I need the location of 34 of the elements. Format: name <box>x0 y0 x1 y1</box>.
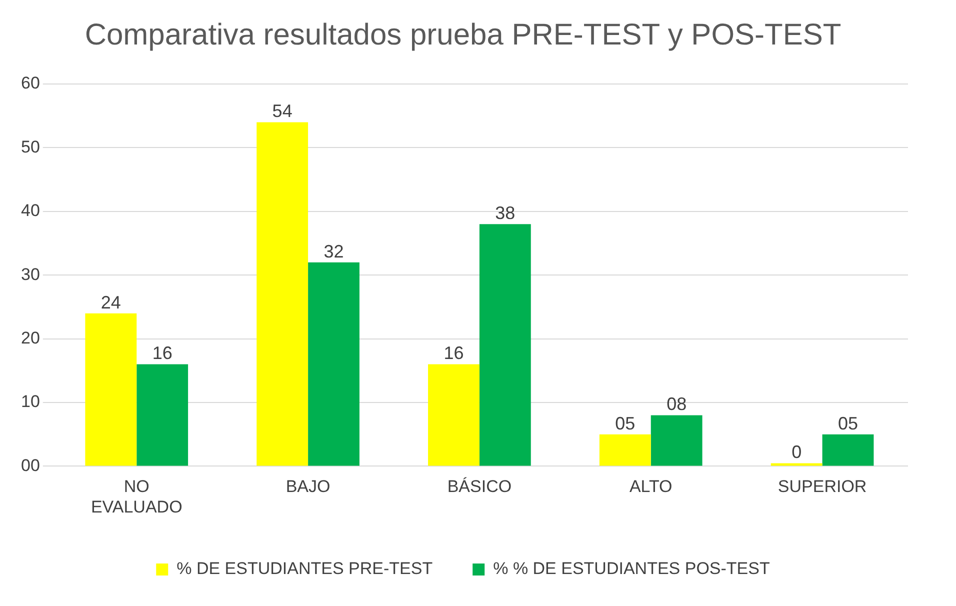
data-label: 05 <box>838 413 858 434</box>
x-tick-label: SUPERIOR <box>778 477 867 496</box>
data-label: 24 <box>100 292 121 312</box>
y-tick-label: 40 <box>20 201 40 220</box>
x-tick-label: BÁSICO <box>447 477 512 496</box>
data-label: 16 <box>444 343 464 364</box>
x-tick-label: BAJO <box>286 477 330 496</box>
bar <box>85 313 137 466</box>
bar <box>479 224 531 466</box>
legend-label: % DE ESTUDIANTES PRE-TEST <box>176 559 433 578</box>
data-label: 08 <box>666 394 687 414</box>
x-tick-label: NO EVALUADO <box>90 477 182 516</box>
bar <box>599 434 651 466</box>
data-label: 38 <box>495 203 516 224</box>
x-tick-label: ALTO <box>629 477 672 496</box>
y-tick-label: 50 <box>20 137 40 156</box>
bar <box>136 364 188 466</box>
chart-title: Comparativa resultados prueba PRE-TEST y POS-TEST <box>84 18 842 52</box>
bar <box>650 415 702 466</box>
legend-label: % % DE ESTUDIANTES POS-TEST <box>493 559 770 578</box>
data-label: 05 <box>615 413 636 434</box>
y-tick-label: 00 <box>20 456 40 475</box>
bar <box>256 122 308 466</box>
y-tick-label: 60 <box>20 74 40 93</box>
data-label: 16 <box>152 343 172 364</box>
y-tick-label: 20 <box>20 328 40 348</box>
bar <box>308 262 360 466</box>
y-tick-label: 30 <box>20 264 40 284</box>
bar <box>822 434 874 466</box>
data-label: 32 <box>324 241 344 262</box>
y-tick-label: 10 <box>20 392 40 412</box>
bar <box>428 364 480 466</box>
data-label: 54 <box>272 101 292 122</box>
data-label: 0 <box>792 442 802 462</box>
